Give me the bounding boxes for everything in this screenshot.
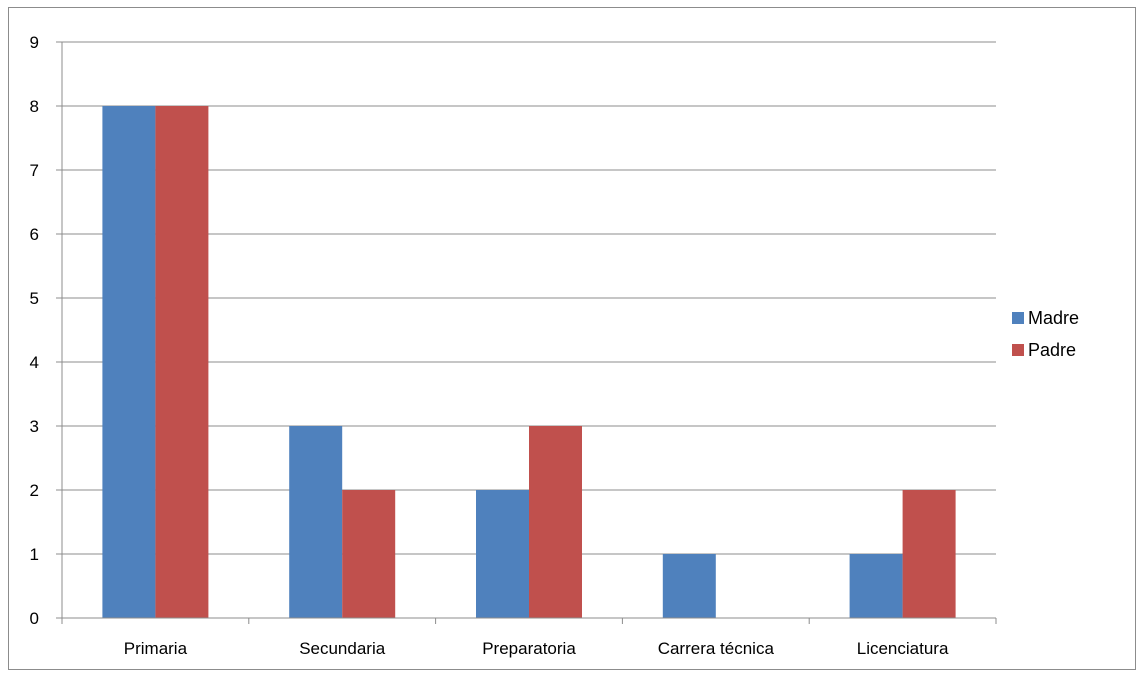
bar-padre-1 — [342, 490, 396, 618]
bars — [102, 106, 956, 618]
y-tick-labels: 0 1 2 3 4 5 6 7 8 9 — [30, 33, 39, 628]
bar-madre-4 — [849, 554, 903, 618]
y-tick-label: 9 — [30, 33, 39, 52]
legend-label-madre: Madre — [1028, 308, 1079, 328]
x-tick-label: Carrera técnica — [658, 639, 775, 658]
legend-label-padre: Padre — [1028, 340, 1076, 360]
x-tick-label: Preparatoria — [482, 639, 576, 658]
legend-swatch-madre — [1012, 312, 1024, 324]
gridlines — [62, 41, 996, 555]
legend: Madre Padre — [1012, 308, 1079, 360]
y-tick-label: 1 — [30, 545, 39, 564]
legend-swatch-padre — [1012, 344, 1024, 356]
x-tick-label: Primaria — [124, 639, 188, 658]
y-tick-label: 0 — [30, 609, 39, 628]
y-tick-label: 5 — [30, 289, 39, 308]
y-tick-label: 7 — [30, 161, 39, 180]
y-tick-label: 2 — [30, 481, 39, 500]
bar-padre-2 — [529, 426, 582, 618]
chart-frame: 0 1 2 3 4 5 6 7 8 9 Primaria Secundaria Preparatori… — [8, 7, 1136, 670]
bar-padre-0 — [155, 106, 209, 618]
y-tick-label: 6 — [30, 225, 39, 244]
y-tick-label: 4 — [30, 353, 39, 372]
bar-madre-3 — [662, 554, 716, 618]
bar-madre-1 — [289, 426, 343, 618]
y-tick-label: 8 — [30, 97, 39, 116]
axes — [56, 41, 997, 624]
bar-madre-0 — [102, 106, 156, 618]
bar-madre-2 — [476, 490, 529, 618]
y-tick-label: 3 — [30, 417, 39, 436]
x-tick-label: Secundaria — [299, 639, 386, 658]
x-tick-labels: Primaria Secundaria Preparatoria Carrera té… — [124, 639, 949, 658]
bar-padre-4 — [902, 490, 956, 618]
x-tick-label: Licenciatura — [857, 639, 949, 658]
bar-chart: 0 1 2 3 4 5 6 7 8 9 Primaria Secundaria Preparatori… — [30, 33, 1080, 658]
